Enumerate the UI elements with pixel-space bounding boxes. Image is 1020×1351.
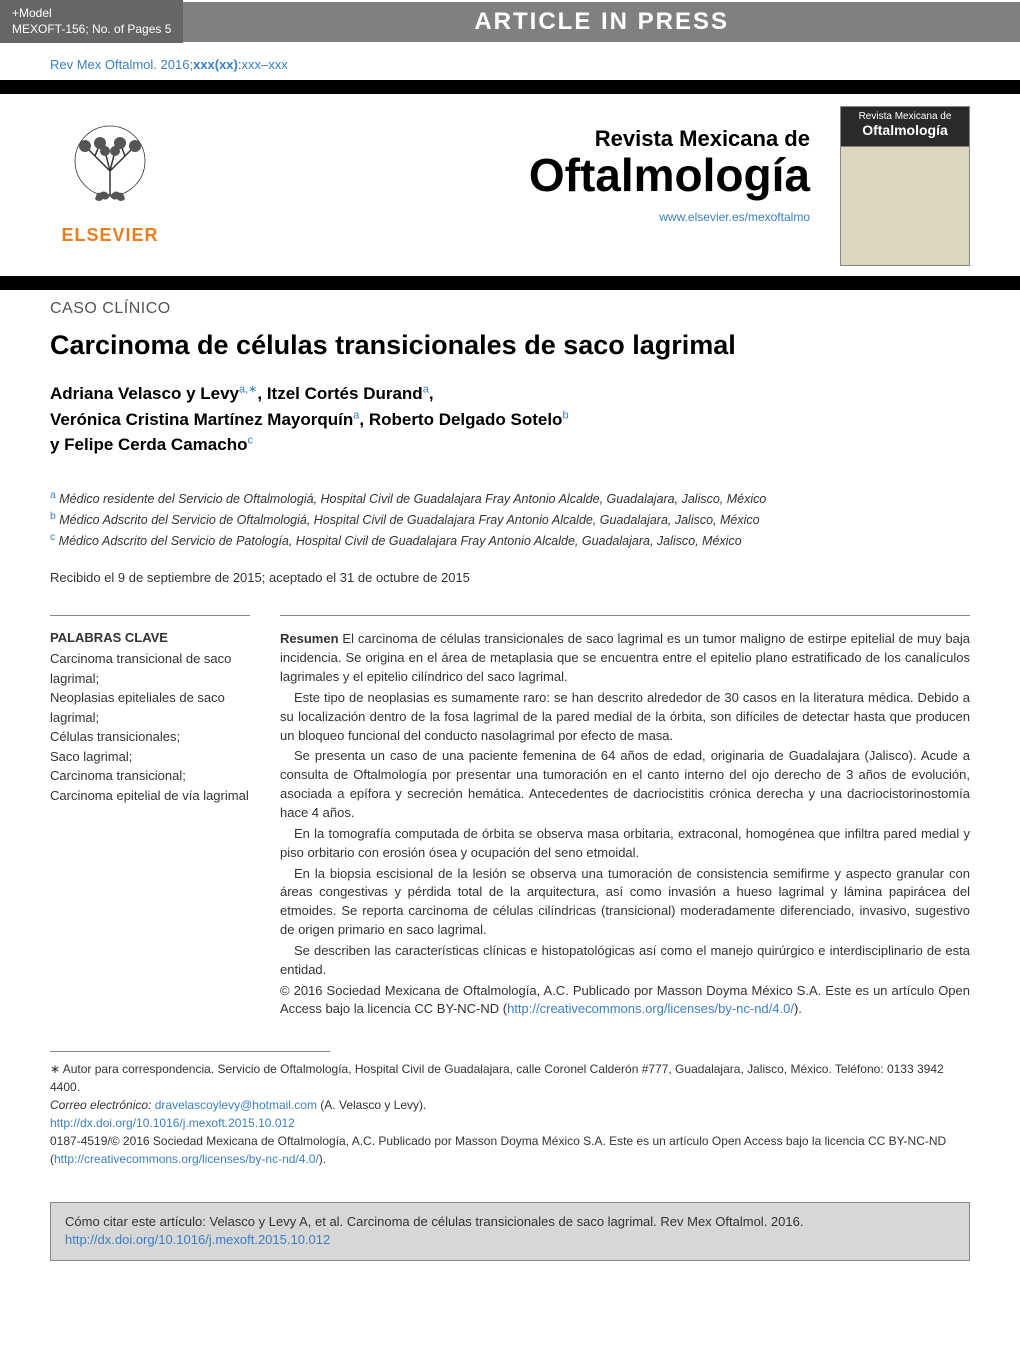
abstract-p5: En la biopsia escisional de la lesión se… <box>280 865 970 940</box>
article-dates: Recibido el 9 de septiembre de 2015; ace… <box>50 570 970 585</box>
journal-url: www.elsevier.es/mexoftalmo <box>190 210 810 224</box>
abstract-label: Resumen <box>280 631 339 646</box>
copyright-end: ). <box>794 1001 802 1016</box>
author-2: , Itzel Cortés Durand <box>257 384 422 403</box>
elsevier-tree-icon <box>55 121 165 221</box>
issn-line: 0187-4519/© 2016 Sociedad Mexicana de Of… <box>50 1132 970 1168</box>
email-suffix: (A. Velasco y Levy). <box>317 1098 426 1112</box>
keywords-column: PALABRAS CLAVE Carcinoma transicional de… <box>50 615 250 1021</box>
affiliation-b: b Médico Adscrito del Servicio de Oftalm… <box>50 509 970 530</box>
journal-url-link[interactable]: www.elsevier.es/mexoftalmo <box>659 210 810 224</box>
abstract-section: PALABRAS CLAVE Carcinoma transicional de… <box>50 615 970 1021</box>
affiliation-c: c Médico Adscrito del Servicio de Patolo… <box>50 530 970 551</box>
issn-end: ). <box>319 1152 326 1166</box>
elsevier-logo: ELSEVIER <box>50 106 170 246</box>
article-content: CASO CLÍNICO Carcinoma de células transi… <box>0 290 1020 1188</box>
article-in-press-banner: ARTICLE IN PRESS <box>183 2 1020 42</box>
keywords-heading: PALABRAS CLAVE <box>50 630 250 645</box>
abstract-copyright: © 2016 Sociedad Mexicana de Oftalmología… <box>280 982 970 1020</box>
citation-box: Cómo citar este artículo: Velasco y Levy… <box>50 1202 970 1260</box>
email-line: Correo electrónico: dravelascoylevy@hotm… <box>50 1096 970 1114</box>
keywords-list: Carcinoma transicional de saco lagrimal;… <box>50 649 250 805</box>
top-banner: +Model MEXOFT-156; No. of Pages 5 ARTICL… <box>0 0 1020 43</box>
divider-bar-top <box>0 80 1020 94</box>
abstract-p3: Se presenta un caso de una paciente feme… <box>280 747 970 822</box>
abstract-column: Resumen El carcinoma de células transici… <box>280 615 970 1021</box>
doi-line: http://dx.doi.org/10.1016/j.mexoft.2015.… <box>50 1114 970 1132</box>
page: +Model MEXOFT-156; No. of Pages 5 ARTICL… <box>0 0 1020 1351</box>
citation-prefix: Rev Mex Oftalmol. 2016; <box>50 57 193 72</box>
email-label: Correo electrónico: <box>50 1098 155 1112</box>
author-4: , Roberto Delgado Sotelo <box>359 410 562 429</box>
aff-b-text: Médico Adscrito del Servicio de Oftalmol… <box>56 513 760 527</box>
affiliations-block: a Médico residente del Servicio de Oftal… <box>50 488 970 551</box>
cover-title: Oftalmología <box>845 122 965 138</box>
affiliation-a: a Médico residente del Servicio de Oftal… <box>50 488 970 509</box>
aff-a-text: Médico residente del Servicio de Oftalmo… <box>56 492 767 506</box>
author-4-sup: b <box>562 409 568 421</box>
footnotes-block: ∗ Autor para correspondencia. Servicio d… <box>50 1060 970 1168</box>
cover-title-band: Revista Mexicana de Oftalmología <box>845 111 965 138</box>
authors-block: Adriana Velasco y Levya,∗, Itzel Cortés … <box>50 381 970 458</box>
cite-text: Cómo citar este artículo: Velasco y Levy… <box>65 1214 803 1229</box>
journal-title-block: Revista Mexicana de Oftalmología www.els… <box>190 106 820 224</box>
author-5: y Felipe Cerda Camacho <box>50 435 247 454</box>
article-title: Carcinoma de células transicionales de s… <box>50 330 970 361</box>
citation-pages: xxx–xxx <box>242 57 288 72</box>
journal-title: Oftalmología <box>190 152 810 198</box>
citation-link[interactable]: Rev Mex Oftalmol. 2016;xxx(xx):xxx–xxx <box>50 57 288 72</box>
header-section: ELSEVIER Revista Mexicana de Oftalmologí… <box>0 94 1020 276</box>
doi-link[interactable]: http://dx.doi.org/10.1016/j.mexoft.2015.… <box>50 1116 295 1130</box>
abstract-p1: Resumen El carcinoma de células transici… <box>280 630 970 687</box>
cc-link-footer[interactable]: http://creativecommons.org/licenses/by-n… <box>54 1152 319 1166</box>
author-5-sup: c <box>247 435 253 447</box>
cover-subtitle: Revista Mexicana de <box>845 111 965 122</box>
article-type: CASO CLÍNICO <box>50 300 970 318</box>
model-line2: MEXOFT-156; No. of Pages 5 <box>12 22 171 38</box>
abstract-p6: Se describen las características clínica… <box>280 942 970 980</box>
aff-c-text: Médico Adscrito del Servicio de Patologí… <box>55 534 741 548</box>
abstract-p2: Este tipo de neoplasias es sumamente rar… <box>280 689 970 746</box>
footnote-separator <box>50 1051 330 1052</box>
citation-line: Rev Mex Oftalmol. 2016;xxx(xx):xxx–xxx <box>0 43 1020 80</box>
abstract-p4: En la tomografía computada de órbita se … <box>280 825 970 863</box>
email-link[interactable]: dravelascoylevy@hotmail.com <box>155 1098 317 1112</box>
author-1: Adriana Velasco y Levy <box>50 384 239 403</box>
elsevier-text: ELSEVIER <box>61 225 158 246</box>
model-id-box: +Model MEXOFT-156; No. of Pages 5 <box>0 0 183 43</box>
author-sep: , <box>429 384 434 403</box>
cc-link[interactable]: http://creativecommons.org/licenses/by-n… <box>507 1001 794 1016</box>
abstract-p1-text: El carcinoma de células transicionales d… <box>280 631 970 684</box>
author-1-sup: a,∗ <box>239 384 257 396</box>
citation-volume: xxx(xx) <box>193 57 238 72</box>
corresponding-author: ∗ Autor para correspondencia. Servicio d… <box>50 1060 970 1096</box>
journal-cover-image: Revista Mexicana de Oftalmología <box>840 106 970 266</box>
author-3: Verónica Cristina Martínez Mayorquín <box>50 410 353 429</box>
model-line1: +Model <box>12 6 171 22</box>
cite-doi-link[interactable]: http://dx.doi.org/10.1016/j.mexoft.2015.… <box>65 1232 330 1247</box>
divider-bar-bottom <box>0 276 1020 290</box>
